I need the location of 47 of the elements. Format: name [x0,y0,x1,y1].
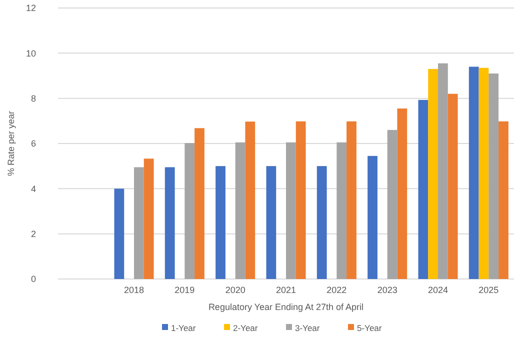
bar [134,167,144,279]
x-tick-label: 2018 [124,285,144,295]
x-tick-label: 2020 [225,285,246,295]
bar [286,142,296,279]
bar [235,142,246,279]
y-tick-label: 4 [30,184,36,194]
x-tick-label: 2023 [377,285,398,295]
y-tick-label: 6 [30,138,36,149]
bar [114,188,124,279]
bar [448,94,458,279]
x-tick-label: 2019 [174,285,195,295]
y-tick-label: 2 [30,228,36,239]
bar [468,66,479,279]
y-tick-label: 12 [26,3,36,14]
y-tick-label: 0 [30,274,36,284]
bar [184,143,195,279]
y-axis-title: % Rate per year [6,110,16,176]
bar [216,166,226,279]
bar [478,68,489,279]
bar [488,73,499,279]
legend-label: 5-Year [357,323,382,333]
bar [428,68,438,279]
bar [336,142,347,279]
bar [397,108,408,279]
y-tick-label: 8 [30,93,36,104]
bar [245,122,256,279]
y-tick-label: 10 [26,48,36,58]
x-tick-label: 2022 [326,285,347,295]
bar [387,130,398,279]
bar [296,121,306,279]
x-tick-label: 2021 [276,285,296,295]
bar [346,121,356,279]
bar [498,121,508,279]
legend-label: 1-Year [171,323,196,333]
bar [368,156,378,279]
x-tick-label: 2025 [478,285,499,295]
x-tick-label: 2024 [428,285,448,295]
legend-label: 3-Year [295,323,320,333]
bar [266,166,276,279]
bar [438,63,448,279]
bar [316,166,327,279]
bar [164,167,175,279]
bar [194,128,204,279]
bar [418,100,428,279]
bar [144,158,154,279]
x-axis-title: Regulatory Year Ending At 27th of April [208,302,364,312]
legend-label: 2-Year [233,323,258,333]
